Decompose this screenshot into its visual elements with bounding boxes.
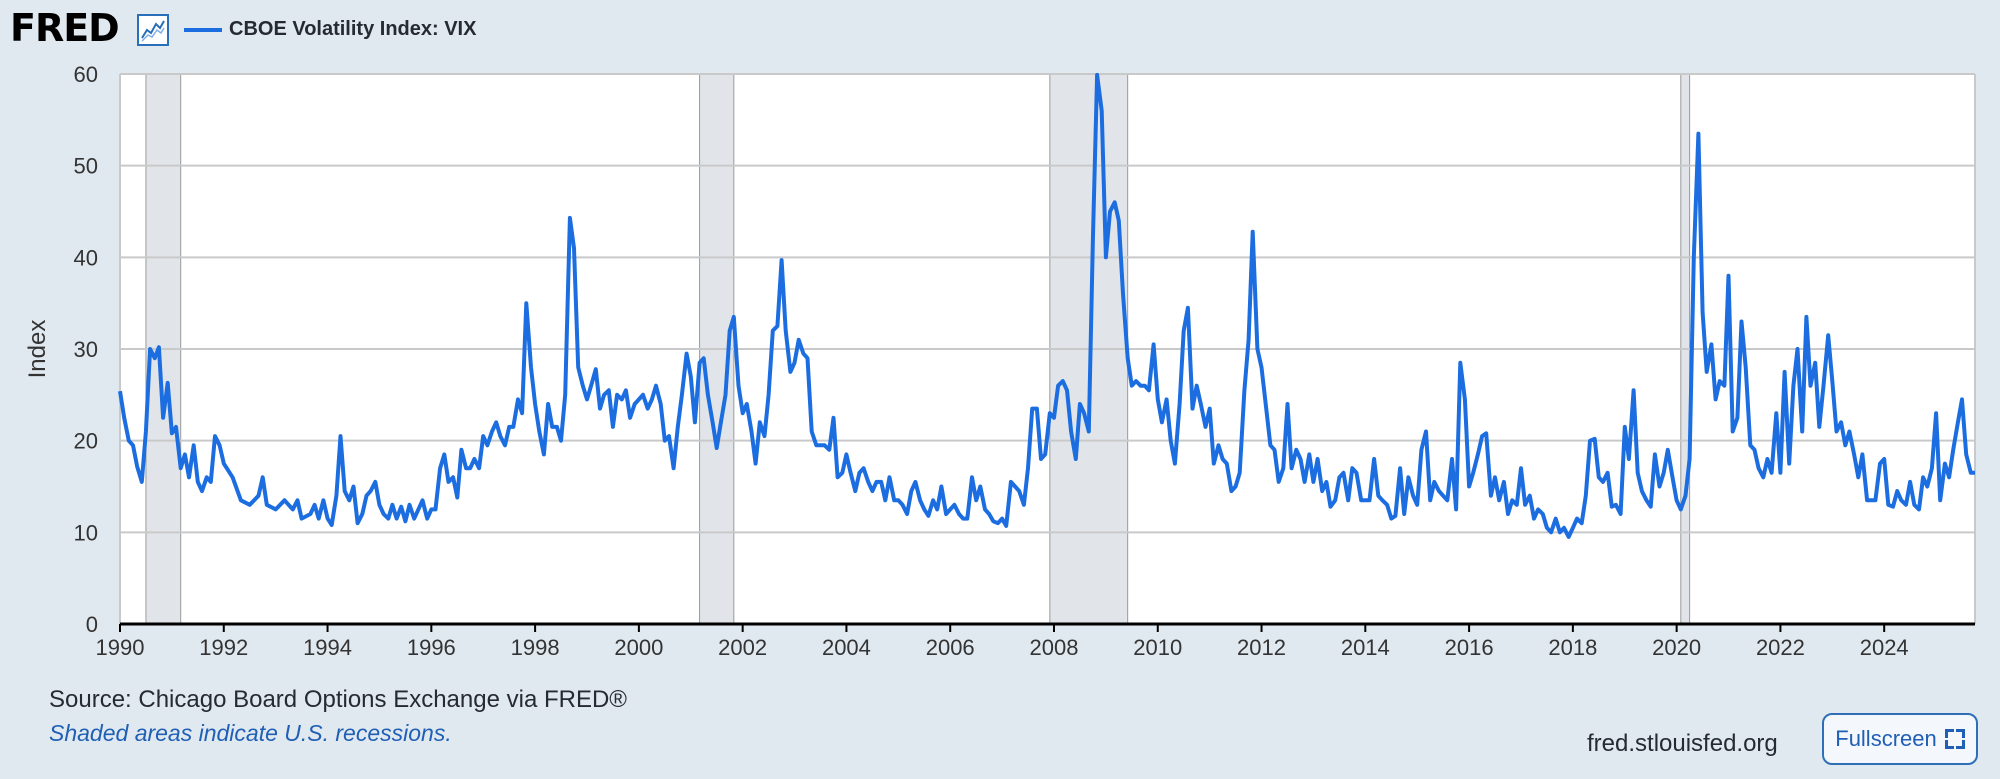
y-tick-label: 60 [74,62,98,87]
x-tick-label: 2012 [1237,635,1286,660]
fullscreen-button[interactable]: Fullscreen [1822,713,1978,765]
x-tick-label: 1998 [511,635,560,660]
x-tick-label: 2010 [1133,635,1182,660]
fullscreen-label: Fullscreen [1835,726,1937,751]
y-tick-label: 10 [74,520,98,545]
expand-icon [1944,729,1965,749]
source-text: Source: Chicago Board Options Exchange v… [49,686,627,713]
x-tick-label: 2006 [926,635,975,660]
legend-label: CBOE Volatility Index: VIX [229,18,477,40]
x-tick-label: 1992 [199,635,248,660]
y-tick-label: 30 [74,337,98,362]
y-axis-label: Index [24,320,51,379]
x-tick-label: 2024 [1860,635,1909,660]
x-tick-label: 2002 [718,635,767,660]
x-tick-label: 2022 [1756,635,1805,660]
x-tick-label: 1996 [407,635,456,660]
x-tick-label: 1990 [96,635,145,660]
legend-swatch [184,28,222,32]
y-tick-label: 40 [74,245,98,270]
series-line-vix [118,72,1975,539]
gridlines [119,73,1976,624]
x-tick-label: 1994 [303,635,352,660]
line-chart-icon [137,14,169,46]
x-tick-label: 2014 [1341,635,1390,660]
x-tick-label: 2000 [614,635,663,660]
x-tick-label: 2008 [1030,635,1079,660]
y-tick-label: 0 [86,612,98,637]
fred-logo[interactable]: FRED [10,6,120,50]
x-tick-label: 2020 [1652,635,1701,660]
x-tick-label: 2018 [1548,635,1597,660]
x-axis-ticks: 1990 1992 1994 1996 1998 2000 2002 2004 2006 2008… [96,624,1909,660]
x-tick-label: 2016 [1445,635,1494,660]
recession-note: Shaded areas indicate U.S. recessions. [49,720,452,746]
y-tick-label: 50 [74,154,98,179]
x-tick-label: 2004 [822,635,871,660]
site-url[interactable]: fred.stlouisfed.org [1587,730,1778,757]
series [118,72,1975,539]
y-tick-label: 20 [74,429,98,454]
y-axis-ticks: 0 10 20 30 40 50 60 [74,62,98,637]
